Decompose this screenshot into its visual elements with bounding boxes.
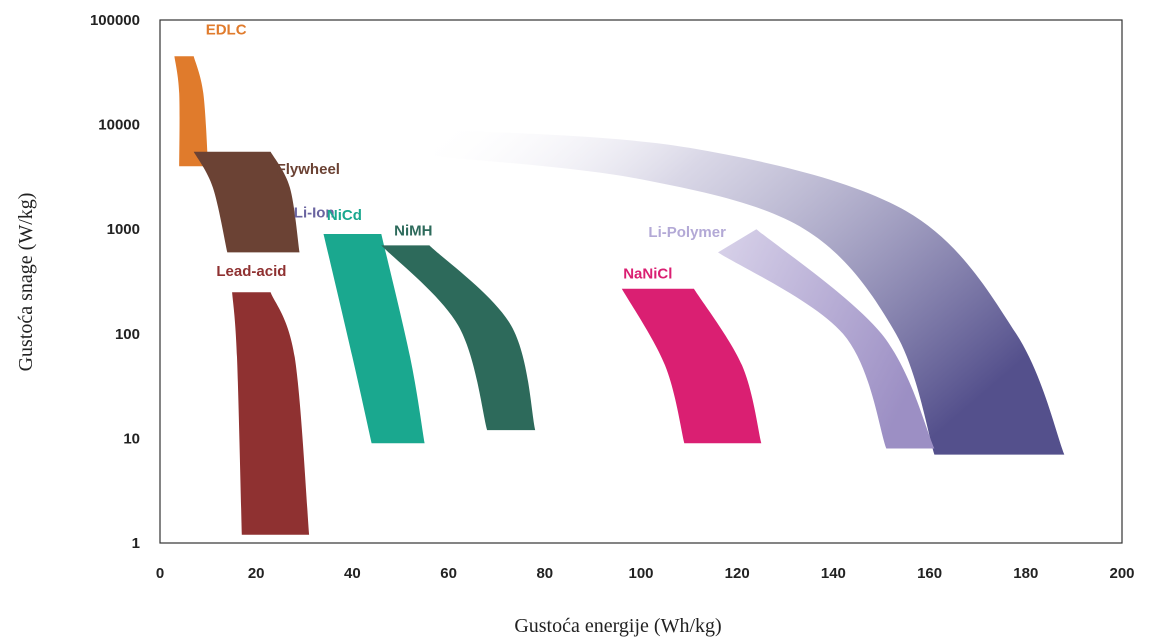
x-tick-label: 200 xyxy=(1109,565,1134,582)
x-tick-label: 60 xyxy=(440,565,457,582)
region-nicd xyxy=(323,234,425,444)
region-labels: Li-Ion Li-Polymer EDLC Flywheel Lead-acid NiC… xyxy=(206,21,726,282)
region-flywheel xyxy=(193,151,300,253)
y-tick-label: 1000 xyxy=(107,221,140,238)
label-flywheel: Flywheel xyxy=(277,161,340,178)
x-tick-label: 100 xyxy=(628,565,653,582)
label-nimh: NiMH xyxy=(394,222,432,239)
x-axis-title: Gustoća energije (Wh/kg) xyxy=(514,615,721,637)
y-tick-label: 10 xyxy=(123,430,140,447)
y-tick-label: 10000 xyxy=(98,117,140,134)
region-edlc xyxy=(174,56,209,167)
x-tick-label: 140 xyxy=(821,565,846,582)
region-li-polymer xyxy=(718,229,935,449)
y-tick-label: 100000 xyxy=(90,12,140,29)
y-tick-label: 100 xyxy=(115,326,140,343)
y-axis-ticks: 1 10 100 1000 10000 100000 xyxy=(90,12,140,552)
x-tick-label: 0 xyxy=(156,565,164,582)
label-nicd: NiCd xyxy=(327,207,362,224)
label-edlc: EDLC xyxy=(206,21,247,38)
label-nanicl: NaNiCl xyxy=(623,266,672,283)
y-axis-title: Gustoća snage (W/kg) xyxy=(15,193,37,372)
region-nimh xyxy=(381,245,536,431)
y-tick-label: 1 xyxy=(132,535,140,552)
region-lead-acid xyxy=(232,292,310,535)
label-lead-acid: Lead-acid xyxy=(216,263,286,280)
x-tick-label: 160 xyxy=(917,565,942,582)
chart-regions xyxy=(174,56,1065,535)
x-tick-label: 80 xyxy=(536,565,553,582)
region-nanicl xyxy=(621,288,762,444)
x-tick-label: 120 xyxy=(725,565,750,582)
label-li-polymer: Li-Polymer xyxy=(648,224,726,241)
label-li-ion: Li-Ion xyxy=(294,204,335,221)
x-axis-ticks: 0 20 40 60 80 100 120 140 160 180 200 xyxy=(156,565,1135,582)
x-tick-label: 40 xyxy=(344,565,361,582)
x-tick-label: 20 xyxy=(248,565,265,582)
x-tick-label: 180 xyxy=(1013,565,1038,582)
region-li-ion xyxy=(434,129,1065,455)
